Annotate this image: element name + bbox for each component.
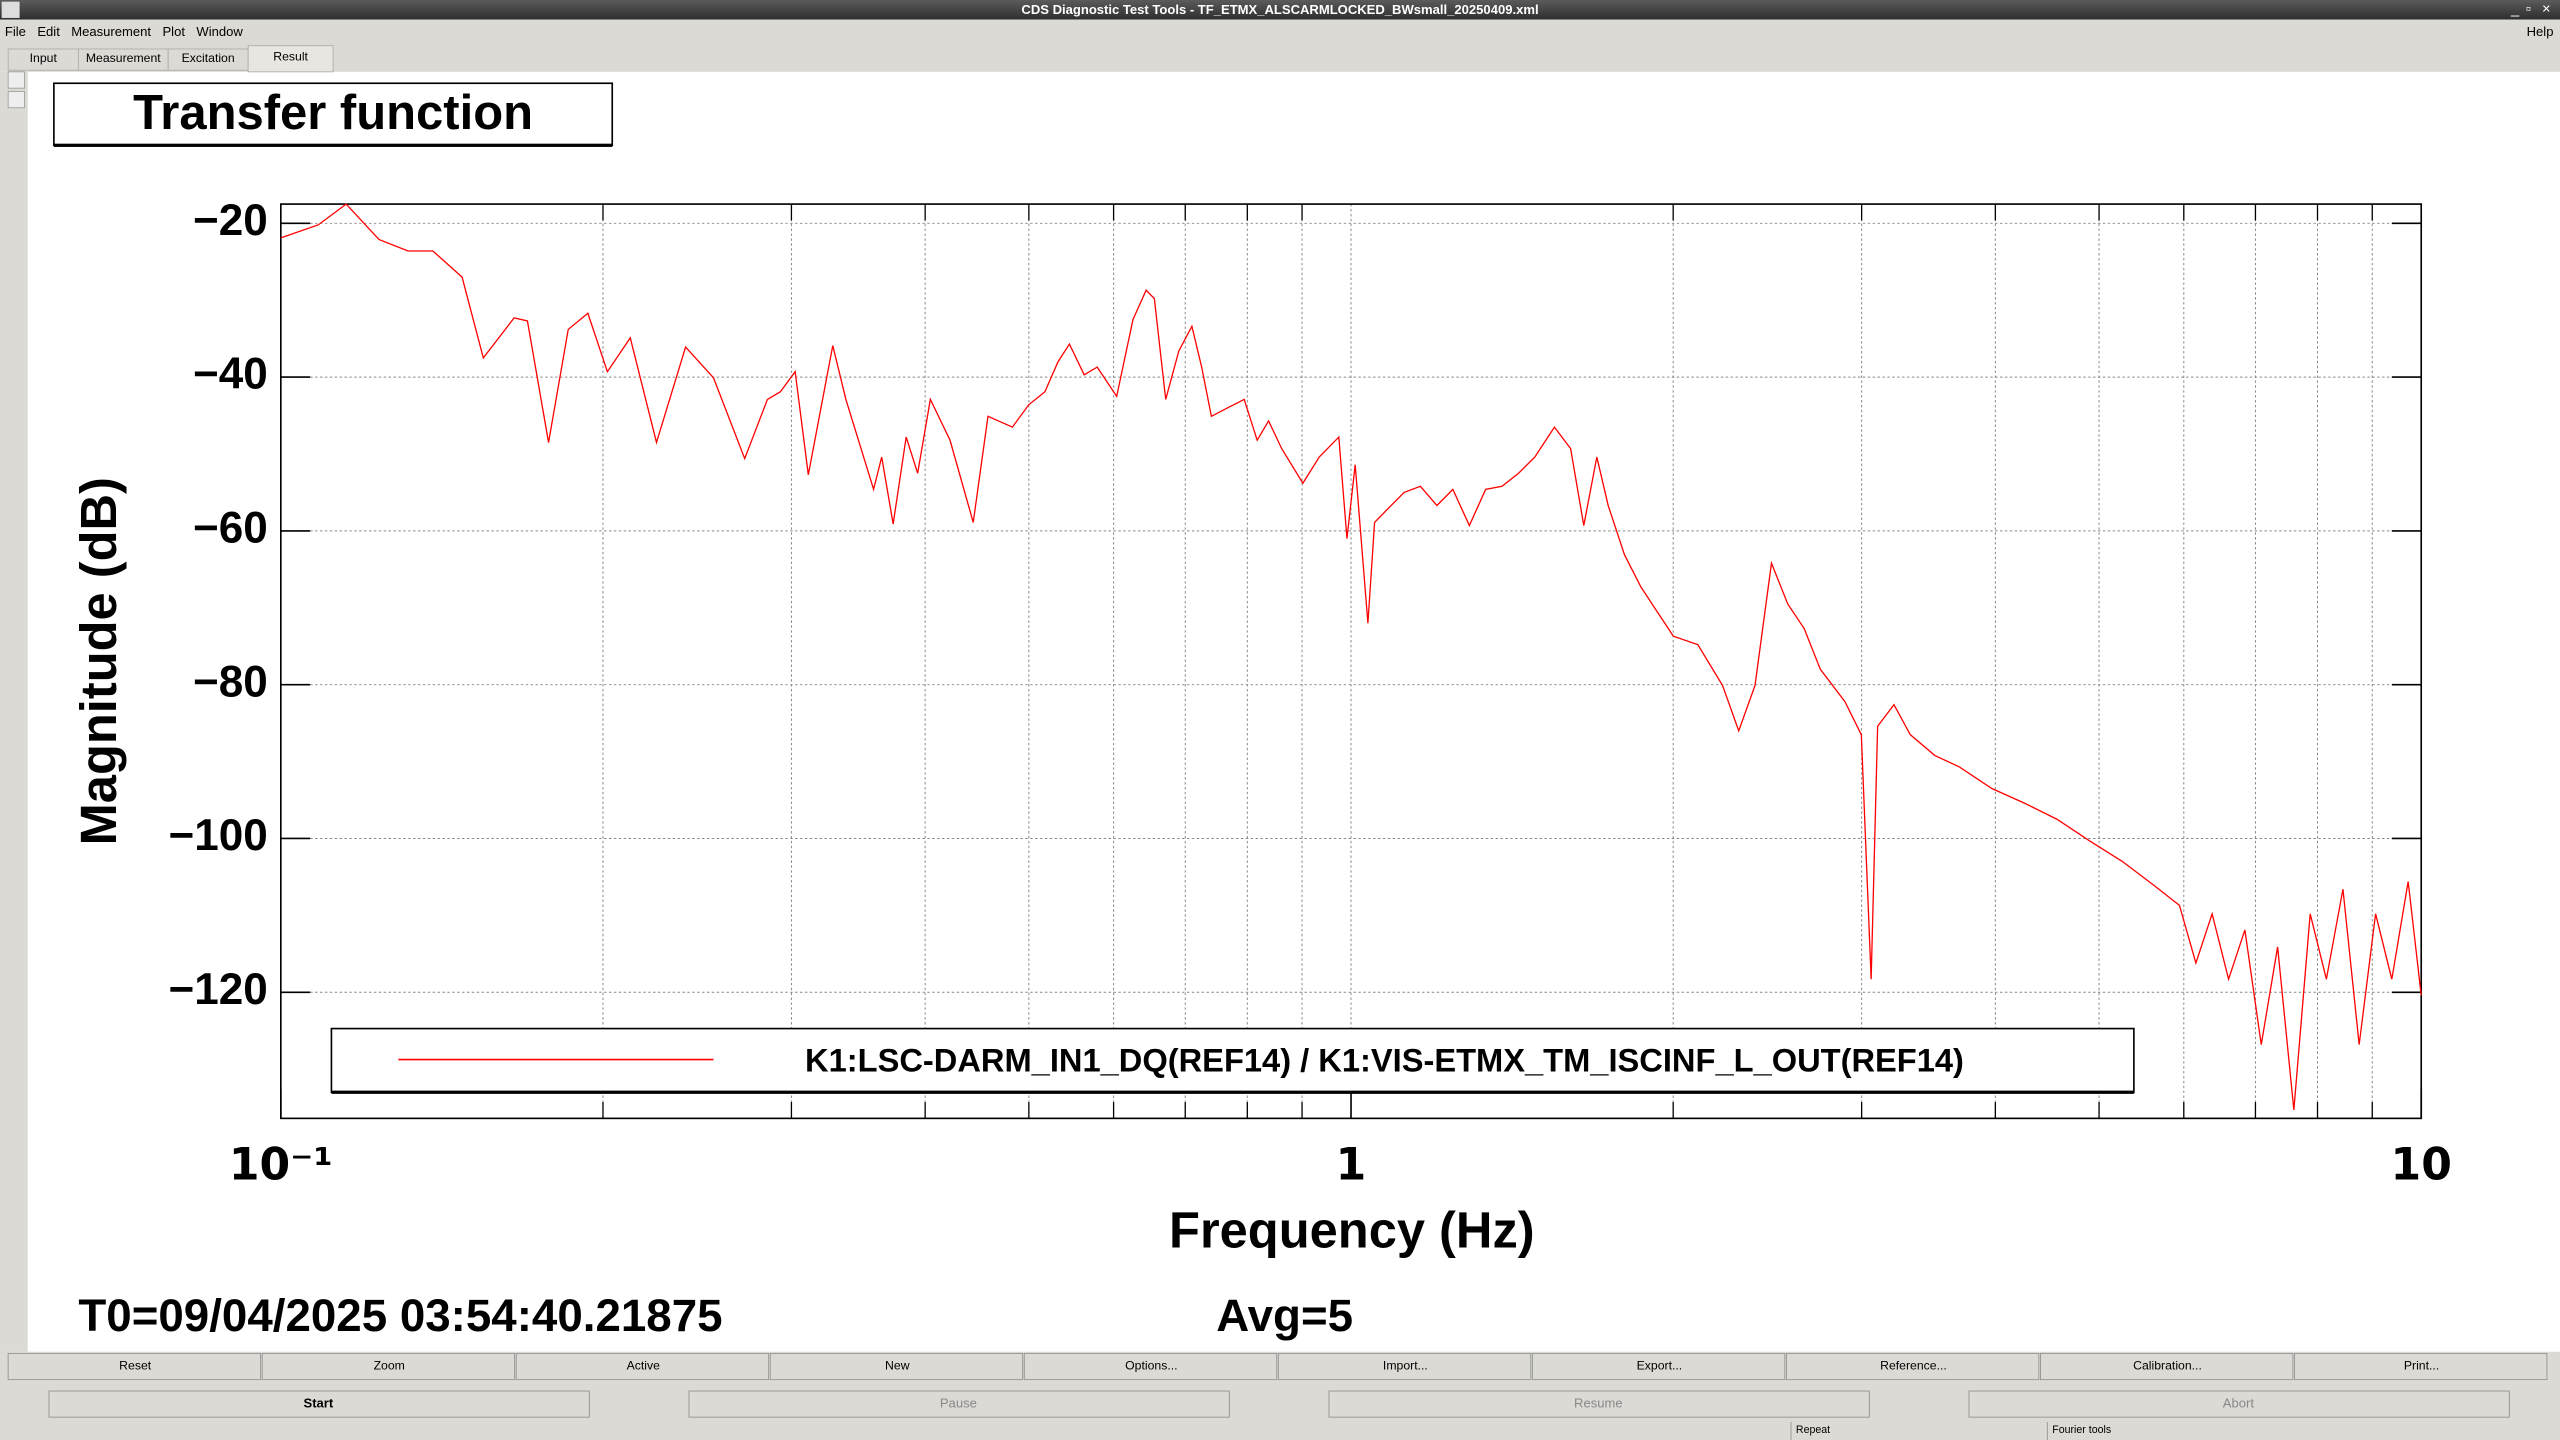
menu-item[interactable]: Plot <box>162 24 185 39</box>
control-button-label[interactable]: Start <box>304 1396 334 1411</box>
menu-item[interactable]: Edit <box>37 24 60 39</box>
x-tick-label: 10⁻¹ <box>229 1139 333 1190</box>
toolbar-button[interactable] <box>261 1352 516 1381</box>
toolbar-button-label[interactable]: Import... <box>1383 1359 1428 1373</box>
toolbar-button-label[interactable]: Options... <box>1125 1359 1177 1373</box>
tab-label[interactable]: Input <box>30 51 58 65</box>
x-tick-label: 10 <box>2391 1139 2452 1190</box>
help-menu[interactable]: Help <box>2527 24 2554 39</box>
tab[interactable] <box>247 45 334 73</box>
scroll-up[interactable] <box>7 71 25 89</box>
title-bar <box>0 0 2560 20</box>
control-button[interactable] <box>1328 1390 1870 1418</box>
chart-title: Transfer function <box>133 86 533 140</box>
title-shadow <box>53 143 613 147</box>
window-title: CDS Diagnostic Test Tools - TF_ETMX_ALSC… <box>1021 2 1538 17</box>
control-button-label[interactable]: Resume <box>1574 1396 1623 1411</box>
toolbar-button[interactable] <box>515 1352 770 1381</box>
toolbar-button[interactable] <box>7 1352 262 1381</box>
toolbar-button[interactable] <box>2294 1352 2548 1381</box>
app-icon[interactable] <box>1 1 20 18</box>
toolbar-button[interactable] <box>1277 1352 1532 1381</box>
menu-area <box>0 19 2560 72</box>
x-tick-label: 1 <box>1336 1139 1367 1190</box>
menu-item[interactable]: Measurement <box>71 24 151 39</box>
x-axis-label: Frequency (Hz) <box>1169 1202 1535 1259</box>
menu-item[interactable]: Window <box>196 24 243 39</box>
control-button-label[interactable]: Pause <box>940 1396 977 1411</box>
svg-text:_: _ <box>2510 2 2520 18</box>
toolbar-button-label[interactable]: New <box>885 1359 910 1373</box>
tab-label[interactable]: Measurement <box>86 51 161 65</box>
control-button-label[interactable]: Abort <box>2223 1396 2255 1411</box>
y-tick-label: −120 <box>168 965 267 1014</box>
legend-label: K1:LSC-DARM_IN1_DQ(REF14) / K1:VIS-ETMX_… <box>805 1041 1964 1078</box>
scroll-down[interactable] <box>7 91 25 109</box>
toolbar-button[interactable] <box>769 1352 1024 1381</box>
y-tick-label: −40 <box>193 350 268 399</box>
data-line <box>280 203 2422 1110</box>
tab-label[interactable]: Result <box>273 49 308 63</box>
y-tick-label: −80 <box>193 657 268 706</box>
y-tick-label: −20 <box>193 196 268 245</box>
toolbar-button[interactable] <box>2040 1352 2294 1381</box>
svg-text:▫: ▫ <box>2526 2 2531 18</box>
y-axis-label: Magnitude (dB) <box>70 477 127 845</box>
toolbar-button-label[interactable]: Export... <box>1637 1359 1683 1373</box>
avg-label: Avg=5 <box>1216 1290 1353 1341</box>
window-controls: _ ▫ × <box>2510 2 2551 18</box>
svg-text:×: × <box>2542 2 2551 18</box>
toolbar-button[interactable] <box>1531 1352 1786 1381</box>
plot-frame <box>280 203 2423 1120</box>
status-text: Repeat <box>1796 1424 1830 1436</box>
plot-pad <box>0 71 2560 1352</box>
status-text: Fourier tools <box>2052 1424 2111 1436</box>
legend-shadow <box>331 1090 2134 1094</box>
y-tick-label: −60 <box>193 504 268 553</box>
t0-label: T0=09/04/2025 03:54:40.21875 <box>78 1290 722 1341</box>
side-strip <box>0 71 28 1352</box>
toolbar-button[interactable] <box>1785 1352 2040 1381</box>
toolbar-button[interactable] <box>1023 1352 1278 1381</box>
control-button[interactable] <box>688 1390 1230 1418</box>
title-box <box>53 82 614 147</box>
control-button[interactable] <box>1968 1390 2510 1418</box>
toolbar-button-label[interactable]: Zoom <box>374 1359 405 1373</box>
toolbar-button-label[interactable]: Active <box>627 1359 661 1373</box>
toolbar-button-label[interactable]: Reference... <box>1880 1359 1947 1373</box>
tab-label[interactable]: Excitation <box>182 51 235 65</box>
toolbar-button-label[interactable]: Calibration... <box>2133 1359 2202 1373</box>
toolbar-button-label[interactable]: Reset <box>119 1359 152 1373</box>
toolbar-button-label[interactable]: Print... <box>2404 1359 2439 1373</box>
y-tick-label: −100 <box>168 811 267 860</box>
control-button[interactable] <box>48 1390 590 1418</box>
menu-item[interactable]: File <box>5 24 26 39</box>
